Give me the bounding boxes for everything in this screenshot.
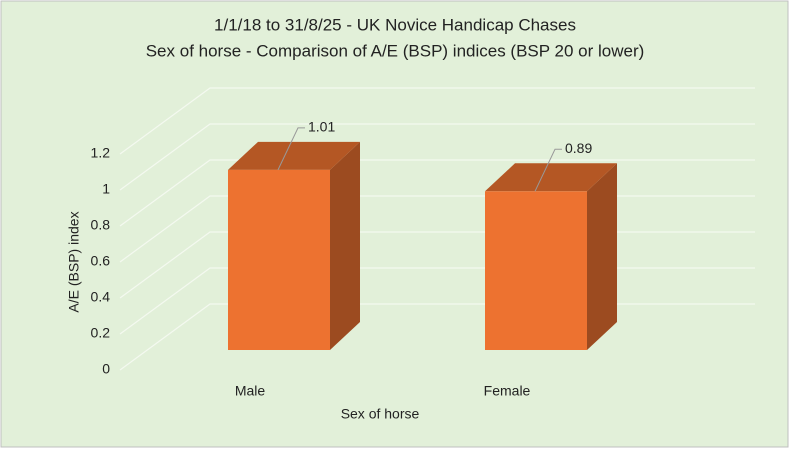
chart-subtitle: Sex of horse - Comparison of A/E (BSP) i… bbox=[146, 41, 645, 60]
data-label: 1.01 bbox=[308, 119, 335, 135]
bar-top bbox=[228, 141, 360, 170]
y-tick-label: 1 bbox=[102, 181, 110, 197]
y-tick-label: 1.2 bbox=[91, 145, 111, 161]
leader-line bbox=[277, 127, 305, 171]
grid-line bbox=[119, 159, 755, 227]
grid-line bbox=[119, 87, 755, 155]
bar-top bbox=[485, 163, 617, 192]
x-tick-label: Male bbox=[235, 383, 266, 399]
bar-side bbox=[330, 141, 360, 350]
y-tick-label: 0.4 bbox=[91, 289, 111, 305]
y-tick-label: 0.8 bbox=[91, 217, 111, 233]
y-tick-label: 0.2 bbox=[91, 325, 111, 341]
leader-line bbox=[534, 148, 562, 192]
data-label: 0.89 bbox=[565, 140, 592, 156]
x-tick-label: Female bbox=[484, 383, 531, 399]
x-axis-title: Sex of horse bbox=[341, 406, 420, 422]
y-tick-label: 0.6 bbox=[91, 253, 111, 269]
y-tick-label: 0 bbox=[102, 361, 110, 377]
chart-title: 1/1/18 to 31/8/25 - UK Novice Handicap C… bbox=[214, 15, 576, 34]
bar bbox=[485, 191, 587, 350]
bar bbox=[228, 169, 330, 350]
bar-side bbox=[587, 163, 617, 350]
grid-line bbox=[119, 123, 755, 191]
y-axis-title: A/E (BSP) index bbox=[66, 211, 82, 312]
